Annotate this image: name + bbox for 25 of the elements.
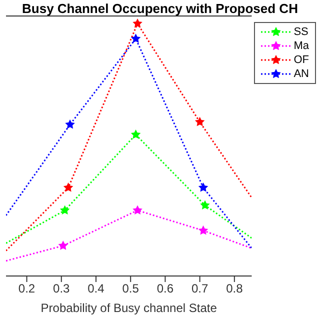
legend-label: AN (294, 68, 309, 80)
x-tick-label: 0.6 (156, 282, 174, 296)
x-tick-label: 0.4 (88, 282, 105, 296)
legend-label: SS (294, 26, 308, 38)
point (198, 183, 208, 192)
x-tick-label: 0.8 (226, 282, 244, 296)
x-tick-label: 0.3 (53, 282, 70, 296)
chart-title: Busy Channel Occupency with Proposed CH (21, 1, 299, 16)
point (133, 19, 142, 28)
point (64, 183, 73, 192)
point (66, 120, 74, 128)
point (198, 226, 208, 234)
legend-label: OF (294, 54, 309, 66)
x-axis-title: Probability of Busy channel State (40, 301, 218, 315)
point (58, 241, 68, 250)
point (133, 206, 142, 214)
point (131, 34, 140, 42)
legend-label: Ma (294, 40, 309, 52)
point (60, 206, 70, 214)
point (131, 130, 140, 138)
x-tick-label: 0.2 (18, 282, 36, 296)
x-tick-label: 0.5 (122, 282, 140, 296)
x-tick-label: 0.7 (191, 282, 208, 296)
point (200, 200, 210, 210)
point (196, 118, 204, 126)
